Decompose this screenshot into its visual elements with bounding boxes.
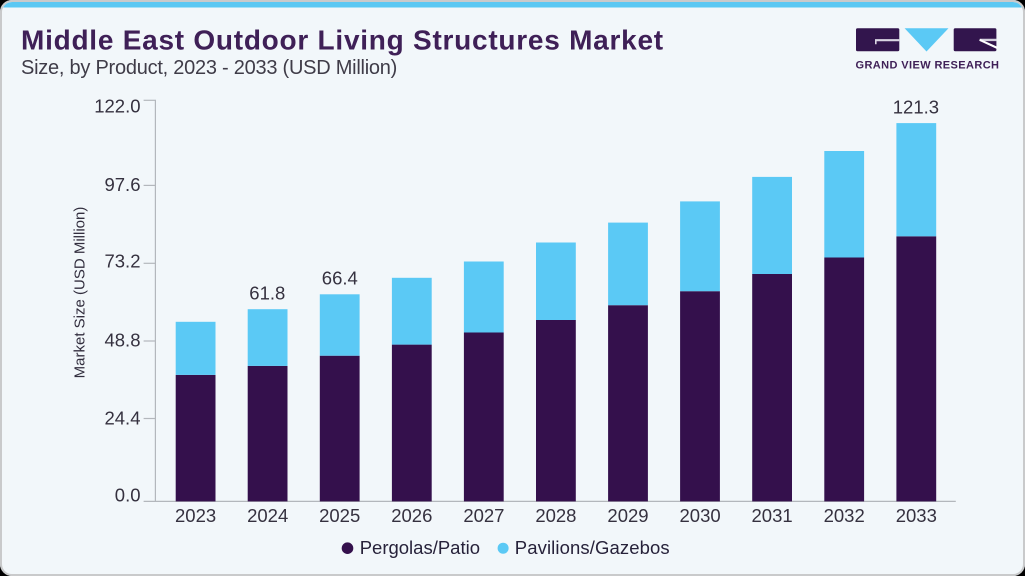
svg-text:2028: 2028: [535, 505, 576, 526]
svg-text:0.0: 0.0: [115, 485, 141, 506]
svg-text:48.8: 48.8: [104, 329, 140, 350]
svg-text:Pavilions/Gazebos: Pavilions/Gazebos: [515, 537, 670, 558]
svg-text:122.0: 122.0: [94, 96, 140, 117]
svg-text:Middle East Outdoor Living Str: Middle East Outdoor Living Structures Ma…: [21, 25, 664, 56]
svg-text:Pergolas/Patio: Pergolas/Patio: [360, 537, 480, 558]
svg-text:2027: 2027: [463, 505, 504, 526]
svg-text:2030: 2030: [680, 505, 721, 526]
svg-text:121.3: 121.3: [893, 97, 939, 118]
svg-text:2023: 2023: [175, 505, 216, 526]
svg-text:24.4: 24.4: [104, 407, 140, 428]
svg-text:97.6: 97.6: [104, 174, 140, 195]
svg-text:2026: 2026: [391, 505, 432, 526]
svg-text:73.2: 73.2: [104, 251, 140, 272]
svg-text:61.8: 61.8: [249, 282, 285, 303]
svg-text:Size, by Product, 2023 - 2033: Size, by Product, 2023 - 2033 (USD Milli…: [21, 57, 397, 79]
svg-text:GRAND VIEW RESEARCH: GRAND VIEW RESEARCH: [856, 60, 1000, 72]
svg-text:2025: 2025: [319, 505, 360, 526]
svg-text:2033: 2033: [896, 505, 937, 526]
svg-text:66.4: 66.4: [322, 268, 358, 289]
svg-text:2029: 2029: [607, 505, 648, 526]
svg-text:2032: 2032: [824, 505, 865, 526]
svg-text:Market Size (USD Million): Market Size (USD Million): [72, 207, 89, 379]
svg-text:2024: 2024: [247, 505, 288, 526]
svg-text:2031: 2031: [752, 505, 793, 526]
